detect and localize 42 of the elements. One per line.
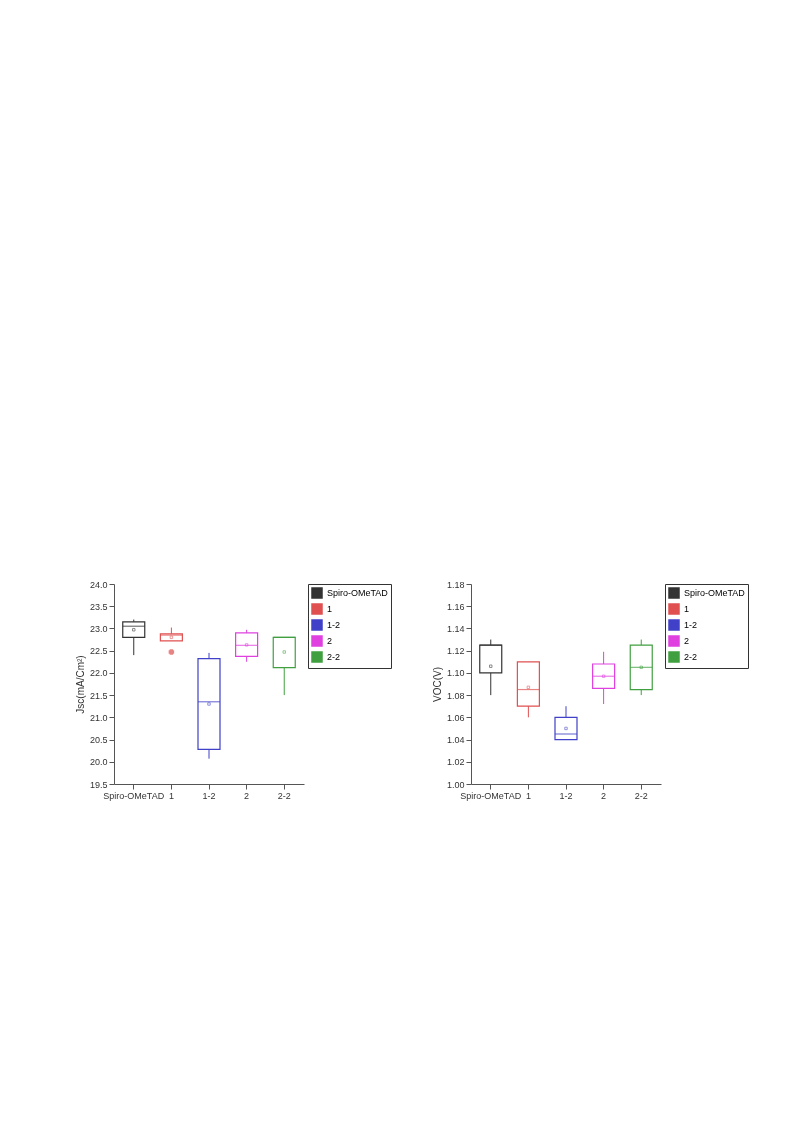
legend-label: Spiro-OMeTAD (327, 588, 389, 598)
legend-label: 2 (684, 636, 690, 646)
y-axis-title: Jsc(mA/Cm²) (74, 655, 86, 714)
y-tick-label: 21.5 (89, 690, 108, 701)
legend-label: 2-2 (684, 652, 698, 662)
x-tick-label: 2 (244, 790, 250, 801)
y-tick-label: 1.12 (446, 646, 465, 657)
y-tick-label: 1.06 (446, 712, 465, 723)
y-axis-title: VOC(V) (431, 667, 443, 702)
x-tick-label: 2-2 (277, 790, 291, 801)
y-tick-label: 1.14 (446, 623, 465, 634)
y-tick-label: 19.5 (89, 779, 108, 790)
legend-label: 2-2 (327, 652, 341, 662)
legend-label: 1 (327, 604, 333, 614)
x-tick-label: 2-2 (634, 790, 648, 801)
y-tick-label: 20.5 (89, 735, 108, 746)
y-tick-label: 1.04 (446, 735, 465, 746)
x-tick-label: Spiro-OMeTAD (103, 790, 165, 801)
legend-label: 1-2 (684, 620, 698, 630)
y-tick-label: 23.0 (89, 623, 108, 634)
y-tick-label: 1.16 (446, 601, 465, 612)
x-tick-label: 1 (168, 790, 174, 801)
x-tick-label: 1 (525, 790, 531, 801)
y-tick-label: 23.5 (89, 601, 108, 612)
y-tick-label: 1.02 (446, 757, 465, 768)
x-tick-label: Spiro-OMeTAD (460, 790, 522, 801)
y-tick-label: 22.5 (89, 646, 108, 657)
legend-label: 2 (327, 636, 333, 646)
y-tick-label: 1.10 (446, 668, 465, 679)
legend-label: Spiro-OMeTAD (684, 588, 746, 598)
x-tick-label: 1-2 (202, 790, 216, 801)
y-tick-label: 24.0 (89, 579, 108, 590)
x-tick-label: 1-2 (559, 790, 573, 801)
legend-label: 1-2 (327, 620, 341, 630)
x-tick-label: 2 (601, 790, 607, 801)
y-tick-label: 1.18 (446, 579, 465, 590)
legend-label: 1 (684, 604, 690, 614)
y-tick-label: 22.0 (89, 668, 108, 679)
y-tick-label: 20.0 (89, 757, 108, 768)
y-tick-label: 21.0 (89, 712, 108, 723)
y-tick-label: 1.08 (446, 690, 465, 701)
y-tick-label: 1.00 (446, 779, 465, 790)
